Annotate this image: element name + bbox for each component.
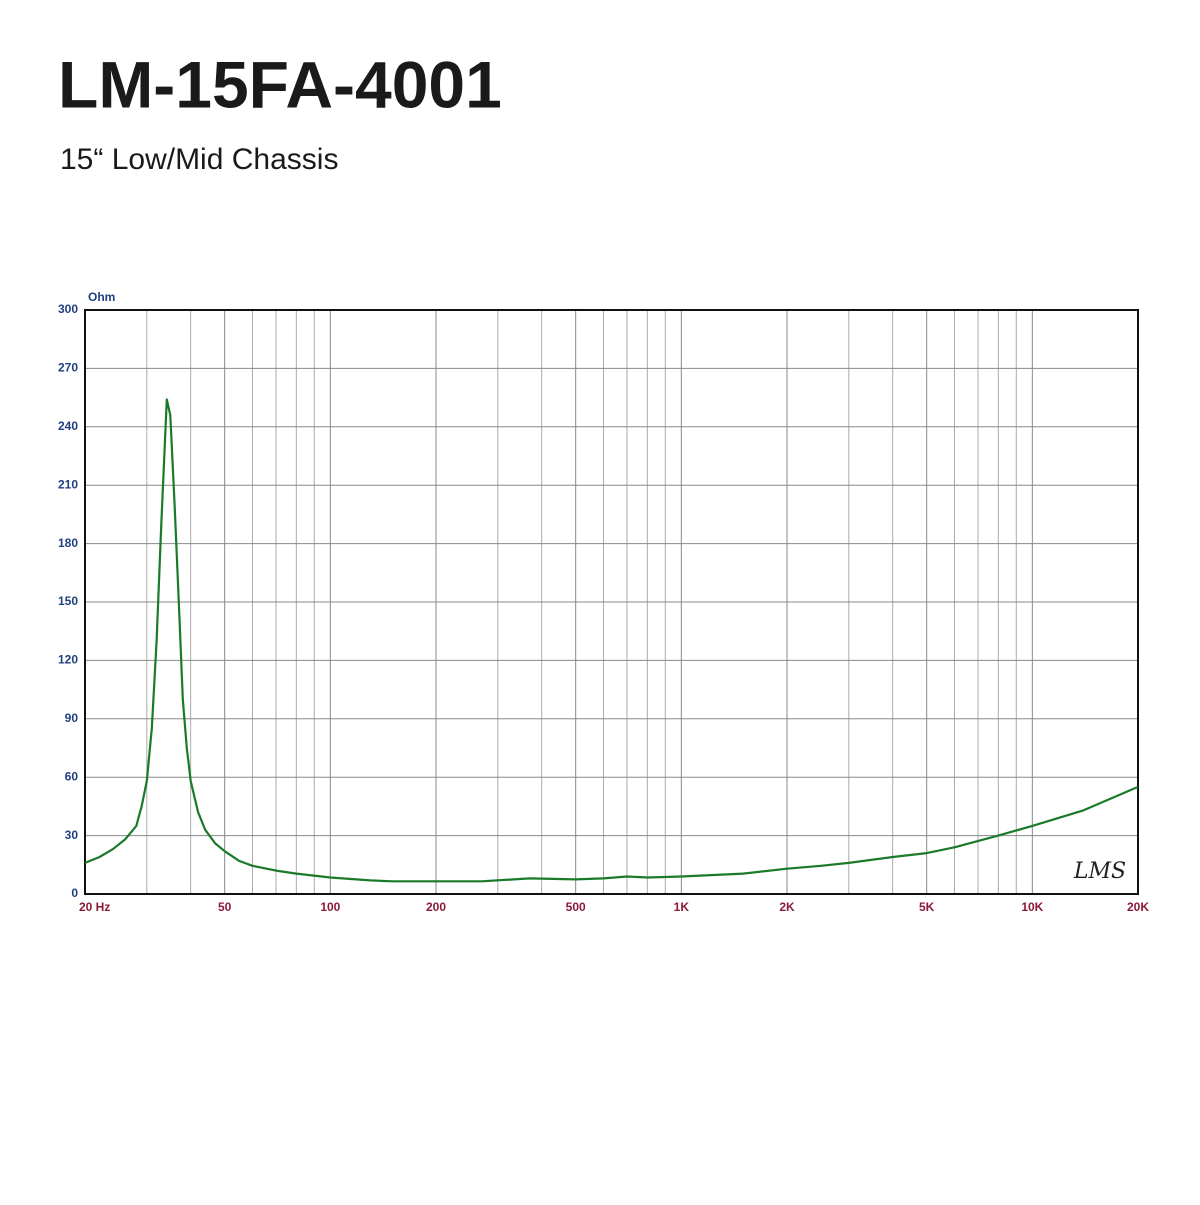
x-tick-label: 500 <box>566 900 586 914</box>
y-tick-label: 240 <box>58 419 78 433</box>
y-tick-label: 0 <box>71 886 78 900</box>
chart-title: LM-15FA-4001 <box>58 47 502 121</box>
plot-frame <box>84 309 1139 895</box>
y-tick-label: 300 <box>58 302 78 316</box>
chart-subtitle: 15“ Low/Mid Chassis <box>60 143 338 176</box>
impedance-line <box>84 398 1139 883</box>
y-tick-label: 90 <box>65 711 79 725</box>
y-tick-label: 120 <box>58 653 78 667</box>
x-tick-label: 200 <box>426 900 446 914</box>
y-tick-label: 270 <box>58 361 78 375</box>
y-tick-label: 150 <box>58 594 78 608</box>
x-tick-label: 5K <box>919 900 935 914</box>
x-tick-label: 50 <box>218 900 232 914</box>
x-tick-label: 20K <box>1127 900 1149 914</box>
annotation: LMS <box>1073 859 1126 884</box>
y-tick-label: 210 <box>58 477 78 491</box>
y-axis-label: Ohm <box>88 290 115 304</box>
y-tick-label: 180 <box>58 536 78 550</box>
x-tick-label: 100 <box>320 900 340 914</box>
x-tick-label: 20 Hz <box>79 900 110 914</box>
x-tick-label: 1K <box>674 900 690 914</box>
x-tick-label: 10K <box>1021 900 1043 914</box>
y-tick-label: 60 <box>65 769 79 783</box>
y-tick-label: 30 <box>65 828 79 842</box>
x-tick-label: 2K <box>779 900 795 914</box>
